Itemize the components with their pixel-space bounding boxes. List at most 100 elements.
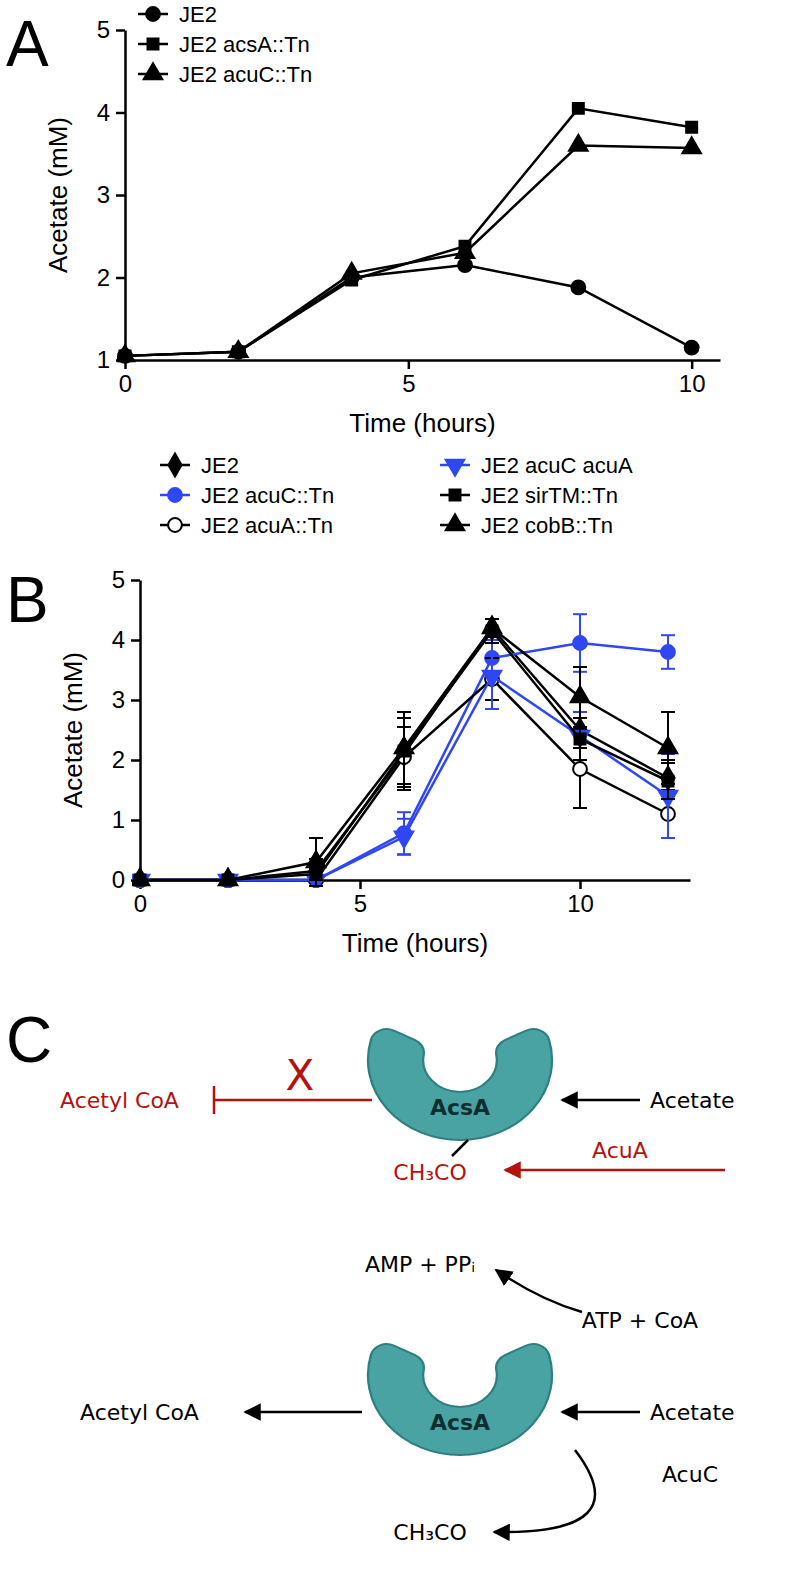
data-point [219,869,238,885]
tick-label: 5 [354,890,367,917]
tick: 5 [354,880,367,917]
legend-item: JE2 [138,2,217,27]
legend-label: JE2 acuC::Tn [179,62,312,87]
legend-label: JE2 acuA::Tn [201,513,333,538]
tick: 1 [112,806,140,833]
error-bar-part [573,759,587,761]
error-bar-part [573,807,587,809]
data-point [685,341,699,355]
series-line [125,146,692,356]
data-point [569,135,588,151]
error-bar-part [573,759,587,761]
tick: 3 [97,181,125,208]
error-bar-part [309,885,323,887]
x-axis-title: Time (hours) [342,928,488,958]
data-point [571,731,590,747]
tick-label: 10 [567,890,594,917]
error-bar-part [397,783,411,785]
panel-letter: A [6,8,49,80]
tick-label: 5 [97,16,110,43]
data-point [571,280,585,294]
legend-item: JE2 acuA::Tn [160,513,333,538]
data-point [132,869,149,885]
error-bar-part [661,783,675,785]
data-point [682,137,701,153]
enzyme-shape [368,1029,552,1140]
diagram-label: X [286,1051,315,1100]
tick-mark [408,360,411,369]
legend-item: JE2 cobB::Tn [440,513,613,538]
data-point [575,734,586,745]
error-bar-part [661,668,675,670]
tick-label: 3 [97,181,110,208]
series-line [140,643,668,880]
tick: 4 [97,99,125,126]
plot-area [117,103,701,363]
error-bar-part [397,786,411,788]
data-point [229,341,248,357]
data-point [661,645,675,659]
data-point [456,242,475,258]
legend-item: JE2 sirTM::Tn [440,483,618,508]
tick-mark [579,880,582,889]
tick-mark [116,112,125,115]
legend-symbol [144,63,163,79]
tick: 10 [567,880,594,917]
diagram-label: Acetyl CoA [60,1088,179,1113]
data-point [458,258,472,272]
error-bar [573,730,587,808]
error-bar-part [485,642,499,644]
axis-y: 12345 [97,16,126,373]
data-point [483,671,502,687]
diagram-label: CH₃CO [393,1160,466,1185]
diagram-label: AcuA [592,1138,648,1163]
diagram-label: Acetate [650,1088,735,1113]
error-bar-part [573,726,587,728]
legend-label: JE2 [179,2,217,27]
diagram: AcsAAcetyl CoAXAcetateCH₃COAcuAAMP + PPᵢ… [60,1029,735,1545]
arrow [452,1140,468,1156]
diagram-label: ATP + CoA [582,1308,698,1333]
data-point [659,737,678,753]
plot-area [132,614,677,888]
tick-label: 2 [112,746,125,773]
error-bar-part [573,613,587,615]
tick-mark [131,759,140,762]
error-bar-part [661,711,675,713]
axis-y: 012345 [112,566,141,893]
legend-symbol [450,490,461,501]
arrow [562,1411,640,1414]
y-axis-title: Acetate (mM) [58,652,88,808]
tick-mark [116,29,125,32]
error-bar-part [485,708,499,710]
tick-label: 2 [97,264,110,291]
tick-label: 0 [119,370,132,397]
y-axis-title: Acetate (mM) [43,117,73,273]
tick: 5 [112,566,140,593]
error-bar-part [485,636,499,638]
error-bar-part [397,854,411,856]
error-bar-part [573,666,587,668]
error-bar-part [397,789,411,791]
error-bar-part [397,711,411,713]
series-line [125,108,692,356]
data-point [573,636,587,650]
legend-symbol [168,488,182,502]
series-line [140,679,668,880]
diagram-label: CH₃CO [393,1520,466,1545]
arrow [505,1169,725,1172]
error-bar [661,635,675,669]
data-point [573,762,587,776]
legend-symbol [168,454,181,477]
legend-item: JE2 acuC::Tn [138,62,312,87]
tick-mark [131,819,140,822]
error-bar-part [661,634,675,636]
error-bar-part [397,818,411,820]
error-bar-part [485,636,499,638]
tick-label: 3 [112,686,125,713]
error-bar-part [661,837,675,839]
diagram-label: AcsA [430,1095,490,1120]
diagram-label: Acetyl CoA [80,1400,199,1425]
legend-label: JE2 cobB::Tn [481,513,613,538]
legend-symbol [146,7,160,21]
